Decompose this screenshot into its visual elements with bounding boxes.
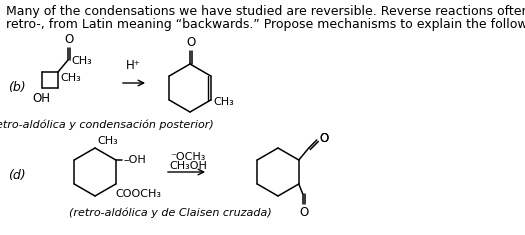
- Text: (retro-aldólica y de Claisen cruzada): (retro-aldólica y de Claisen cruzada): [69, 207, 271, 218]
- Text: –OH: –OH: [124, 155, 146, 165]
- Text: OH: OH: [32, 92, 50, 105]
- Text: CH₃: CH₃: [71, 56, 92, 66]
- Text: H⁺: H⁺: [125, 59, 141, 72]
- Text: COOCH₃: COOCH₃: [116, 189, 162, 199]
- Text: CH₃: CH₃: [214, 97, 235, 107]
- Text: Many of the condensations we have studied are reversible. Reverse reactions ofte: Many of the condensations we have studie…: [6, 5, 525, 18]
- Text: CH₃: CH₃: [60, 73, 81, 83]
- Text: O: O: [65, 33, 74, 46]
- Text: CH₃: CH₃: [97, 136, 118, 146]
- Text: O: O: [299, 206, 308, 219]
- Text: (b): (b): [8, 82, 26, 94]
- Text: retro-, from Latin meaning “backwards.” Propose mechanisms to explain the follow: retro-, from Latin meaning “backwards.” …: [6, 18, 525, 31]
- Text: O: O: [186, 36, 196, 49]
- Text: O: O: [320, 133, 329, 145]
- Text: O: O: [320, 133, 329, 145]
- Text: (retro-aldólica y condensación posterior): (retro-aldólica y condensación posterior…: [0, 119, 213, 129]
- Text: CH₃OH: CH₃OH: [169, 161, 207, 171]
- Text: (d): (d): [8, 168, 26, 181]
- Text: ⁻OCH₃: ⁻OCH₃: [170, 152, 206, 162]
